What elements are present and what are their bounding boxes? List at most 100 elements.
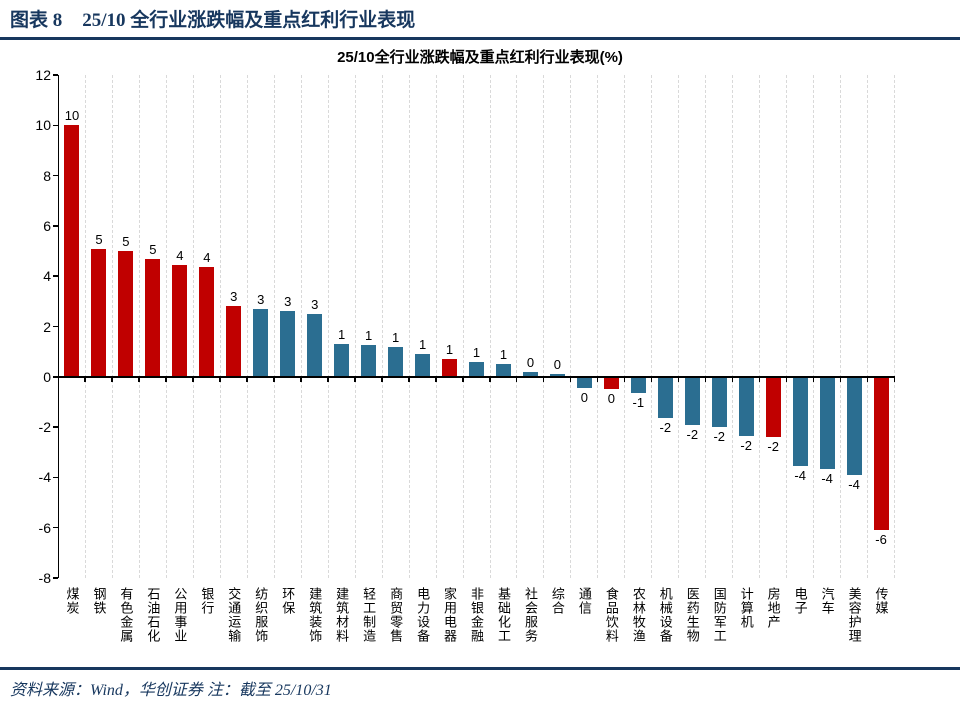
- bar-建筑材料: [334, 344, 350, 377]
- category-label: 轻工制造: [361, 587, 377, 643]
- figure-number: 图表 8: [10, 10, 63, 31]
- baseline-tick: [596, 376, 599, 383]
- category-slot: -2 机械设备: [652, 75, 680, 643]
- y-axis-label: -4: [38, 469, 51, 486]
- category-slot: 1 非银金融: [464, 75, 491, 643]
- category-slot: 5 有色金属: [113, 75, 140, 643]
- bar-基础化工: [495, 364, 511, 377]
- baseline-tick: [893, 376, 896, 383]
- baseline-tick: [111, 376, 113, 383]
- value-label: -6: [875, 532, 887, 548]
- value-label: 5: [122, 234, 130, 249]
- baseline-tick: [515, 376, 518, 383]
- baseline-tick: [650, 376, 653, 383]
- bar-电子: [792, 376, 808, 467]
- y-axis-tick: [52, 376, 58, 378]
- category-label: 通信: [576, 587, 592, 615]
- bar-公用事业: [172, 264, 188, 377]
- baseline-tick: [354, 376, 356, 383]
- bar-交通运输: [226, 306, 242, 377]
- value-label: 0: [607, 391, 615, 407]
- value-label: -2: [659, 420, 672, 436]
- baseline-tick: [731, 376, 734, 383]
- category-slot: -2 房地产: [760, 75, 788, 629]
- chart-title: 25/10全行业涨跌幅及重点红利行业表现(%): [337, 49, 623, 66]
- y-axis-tick: [52, 74, 58, 76]
- category-slot: 1 家用电器: [437, 75, 464, 643]
- value-label: 3: [311, 296, 319, 312]
- baseline-tick: [623, 376, 626, 383]
- category-label: 石油石化: [145, 587, 161, 643]
- value-label: 1: [472, 344, 481, 360]
- baseline-tick: [192, 376, 194, 383]
- bar-石油石化: [145, 258, 161, 377]
- category-label: 纺织服饰: [253, 587, 269, 643]
- baseline-tick: [489, 376, 491, 383]
- bar-美容护理: [846, 376, 862, 475]
- value-label: -4: [848, 476, 860, 492]
- value-label: 4: [203, 250, 211, 266]
- bar-家用电器: [442, 359, 458, 377]
- y-axis-label: 10: [35, 117, 51, 134]
- value-label: 3: [257, 291, 265, 307]
- bar-有色金属: [118, 251, 134, 377]
- category-label: 钢铁: [91, 587, 107, 615]
- baseline-tick: [812, 376, 815, 383]
- baseline-tick: [462, 376, 464, 383]
- value-label: 0: [526, 354, 535, 370]
- bar-钢铁: [91, 248, 107, 377]
- baseline-tick: [866, 376, 869, 383]
- plot-area: 10 煤炭 5 钢铁 5 有色金属 5 石油石化 4 公用事业 4 银行 3 交通运输 3 纺织服饰 3 环保 3 建…: [59, 75, 896, 643]
- category-label: 农林牧渔: [630, 587, 646, 643]
- category-slot: 0 食品饮料: [598, 75, 626, 643]
- bar-银行: [199, 267, 215, 377]
- bar-煤炭: [64, 125, 80, 377]
- category-label: 汽车: [819, 587, 835, 615]
- category-label: 综合: [549, 587, 565, 615]
- value-label: 10: [64, 108, 80, 124]
- category-label: 电子: [792, 587, 808, 615]
- bar-建筑装饰: [307, 313, 323, 377]
- footer-divider: [0, 667, 960, 670]
- y-axis-label: 4: [43, 268, 51, 285]
- y-axis-tick: [52, 275, 58, 277]
- baseline-tick: [300, 376, 302, 383]
- bar-传媒: [873, 376, 889, 531]
- y-axis-tick: [52, 225, 58, 227]
- bar-非银金融: [469, 361, 485, 377]
- y-axis-tick: [52, 426, 58, 428]
- bar-纺织服饰: [253, 308, 269, 377]
- category-label: 建筑材料: [334, 587, 350, 643]
- value-label: 4: [176, 247, 184, 263]
- category-slot: 3 环保: [275, 75, 302, 615]
- category-label: 交通运输: [226, 587, 242, 643]
- category-label: 家用电器: [442, 587, 458, 643]
- baseline-tick: [165, 376, 167, 383]
- y-axis-tick: [52, 325, 58, 328]
- value-label: -2: [686, 426, 699, 442]
- baseline-tick: [273, 376, 275, 383]
- value-label: -2: [713, 429, 726, 445]
- category-slot: 1 轻工制造: [356, 75, 383, 643]
- y-axis-label: 2: [43, 318, 51, 335]
- category-slot: -4 汽车: [814, 75, 842, 615]
- bar-计算机: [738, 376, 754, 436]
- bar-轻工制造: [361, 345, 377, 377]
- figure-header: 图表 8 25/10 全行业涨跌幅及重点红利行业表现: [10, 5, 415, 32]
- value-label: 5: [95, 231, 103, 247]
- value-label: 0: [580, 390, 588, 406]
- category-slot: 1 建筑材料: [329, 75, 356, 643]
- value-label: 1: [391, 329, 400, 345]
- baseline-tick: [542, 376, 545, 383]
- category-label: 环保: [280, 587, 296, 615]
- baseline-tick: [677, 376, 680, 383]
- baseline-tick: [569, 376, 572, 383]
- y-axis-tick: [52, 124, 58, 126]
- category-slot: 5 钢铁: [86, 75, 113, 615]
- baseline-tick: [839, 376, 842, 383]
- bar-社会服务: [522, 371, 538, 377]
- category-label: 房地产: [765, 587, 781, 629]
- category-slot: -2 国防军工: [706, 75, 734, 643]
- category-slot: 5 石油石化: [140, 75, 167, 643]
- bar-农林牧渔: [630, 376, 646, 394]
